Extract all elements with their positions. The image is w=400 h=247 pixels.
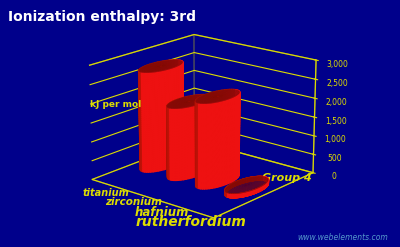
Text: www.webelements.com: www.webelements.com (297, 233, 388, 242)
Text: Ionization enthalpy: 3rd: Ionization enthalpy: 3rd (8, 10, 196, 24)
